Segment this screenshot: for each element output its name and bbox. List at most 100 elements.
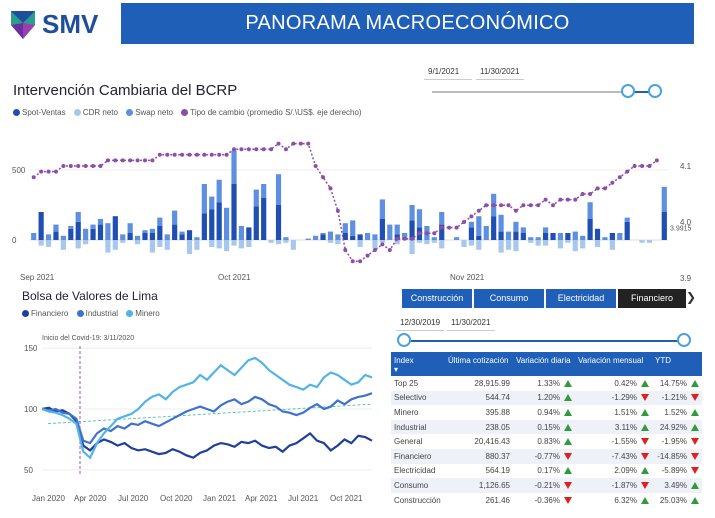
y-tick-label: 500 (12, 166, 26, 175)
bar-cdr (45, 240, 52, 247)
fx-point (358, 259, 363, 264)
arrow-up-icon (641, 379, 649, 387)
bar-swap (157, 217, 163, 226)
fx-point (180, 152, 185, 157)
index-date-end[interactable]: 11/30/2021 (447, 315, 495, 331)
bolsa-title: Bolsa de Valores de Lima (22, 289, 158, 303)
y-tick-label: 50 (24, 466, 33, 475)
bar-cdr (409, 240, 415, 254)
chevron-right-icon[interactable]: ❯ (686, 290, 697, 304)
intervention-slider-track[interactable] (432, 91, 662, 93)
table-row[interactable]: Consumo 1,126.65 -0.21% -1.87% 3.49% (391, 478, 702, 493)
bar-swap (223, 207, 230, 240)
index-date-start[interactable]: 12/30/2019 (396, 315, 444, 331)
intervention-date-end[interactable]: 11/30/2021 (476, 64, 524, 80)
bar-swap (275, 174, 282, 205)
arrow-down-icon (564, 481, 572, 489)
bar-cdr (646, 240, 653, 243)
bar-cdr (572, 240, 578, 252)
bar-cdr (379, 240, 385, 243)
index-slider-end-handle[interactable] (677, 333, 691, 347)
tab-electricidad[interactable]: Electricidad (546, 289, 616, 308)
table-row[interactable]: General 20,416.43 0.83% -1.55% -1.95% (391, 434, 702, 449)
tab-financiero[interactable]: Financiero (618, 289, 686, 308)
table-row[interactable]: Industrial 238.05 0.15% 3.11% 24.92% (391, 419, 702, 435)
cell-monthly: 6.32% (575, 493, 652, 508)
bar-swap (216, 179, 222, 203)
col-daily[interactable]: Variación diaria (513, 352, 575, 376)
bar-swap (661, 186, 667, 212)
bar-cdr (290, 240, 296, 250)
bar-swap (453, 237, 460, 240)
tab-consumo[interactable]: Consumo (474, 289, 544, 308)
arrow-down-icon (691, 394, 699, 402)
bar-cdr (565, 240, 571, 243)
fx-point (365, 253, 370, 258)
fx-point (31, 175, 36, 180)
bar-swap (97, 219, 104, 225)
fx-point (91, 164, 96, 168)
fx-point (573, 197, 578, 202)
fx-point (565, 197, 570, 202)
table-row[interactable]: Top 25 28,915.99 1.33% 0.42% 14.75% (391, 376, 702, 391)
arrow-up-icon (564, 408, 572, 416)
fx-point (632, 164, 637, 168)
col-index[interactable]: Index ▾ (391, 352, 445, 376)
bar-spot (201, 213, 207, 240)
fx-point (306, 141, 311, 146)
fx-point (194, 152, 199, 157)
bar-swap (535, 237, 541, 240)
index-slider-track[interactable] (404, 340, 684, 342)
legend-cdr[interactable]: CDR neto (73, 108, 118, 117)
fx-point (120, 158, 125, 163)
fx-point (543, 197, 548, 202)
bar-swap (283, 237, 289, 240)
fx-point (202, 152, 207, 157)
bar-cdr (216, 240, 222, 249)
bar-cdr (476, 240, 482, 250)
table-row[interactable]: Selectivo 544.74 1.20% -1.29% -1.21% (391, 390, 702, 406)
legend-industrial[interactable]: Industrial (76, 309, 118, 318)
fx-point (469, 214, 474, 219)
bar-cdr (209, 240, 215, 247)
legend-financiero[interactable]: Financiero (22, 309, 68, 318)
cell-last: 20,416.43 (474, 437, 510, 447)
fx-point (321, 175, 326, 180)
bar-swap (120, 234, 126, 240)
table-row[interactable]: Electricidad 564.19 0.17% 2.09% -5.89% (391, 464, 702, 479)
arrow-up-icon (641, 423, 649, 431)
col-last[interactable]: Última cotización (445, 352, 513, 376)
col-monthly[interactable]: Variación mensual (575, 352, 652, 376)
title-bar: PANORAMA MACROECONÓMICO (121, 3, 694, 44)
bar-cdr (542, 240, 549, 246)
tab-construccion[interactable]: Construcción (402, 289, 472, 308)
cell-last: 880.37 (445, 448, 513, 464)
bar-cdr (327, 240, 334, 243)
cell-ytd: 1.52% (652, 405, 702, 420)
cell-index: Minero (394, 407, 419, 417)
fx-point (187, 152, 192, 157)
bar-swap (372, 234, 378, 240)
legend-minero[interactable]: Minero (126, 309, 160, 318)
fx-point (298, 141, 303, 146)
legend-spot[interactable]: Spot-Ventas (13, 108, 66, 117)
fx-point (150, 158, 155, 163)
legend-swap[interactable]: Swap neto (126, 108, 173, 117)
bar-spot (68, 228, 74, 240)
table-row[interactable]: Construcción 261.46 -0.36% 6.32% 25.03% (391, 493, 702, 508)
x-tick-label: Jul 2021 (288, 494, 319, 503)
index-slider-start-handle[interactable] (397, 333, 411, 347)
table-row[interactable]: Financiero 880.37 -0.77% -7.43% -14.85% (391, 448, 702, 464)
col-ytd[interactable]: YTD (652, 352, 702, 376)
fx-point (172, 152, 177, 157)
intervention-slider-end-handle[interactable] (648, 84, 662, 98)
y2-tick-label: 3.9 (680, 274, 692, 283)
bar-swap (313, 235, 319, 240)
cell-last: 544.74 (445, 390, 513, 406)
legend-fx[interactable]: Tipo de cambio (promedio S/.\US$. eje de… (181, 108, 362, 117)
bar-spot (261, 198, 267, 240)
bar-cdr (580, 240, 586, 249)
table-row[interactable]: Minero 395.88 0.94% 1.51% 1.52% (391, 405, 702, 420)
intervention-date-start[interactable]: 9/1/2021 (424, 64, 472, 80)
intervention-slider-start-handle[interactable] (621, 84, 635, 98)
